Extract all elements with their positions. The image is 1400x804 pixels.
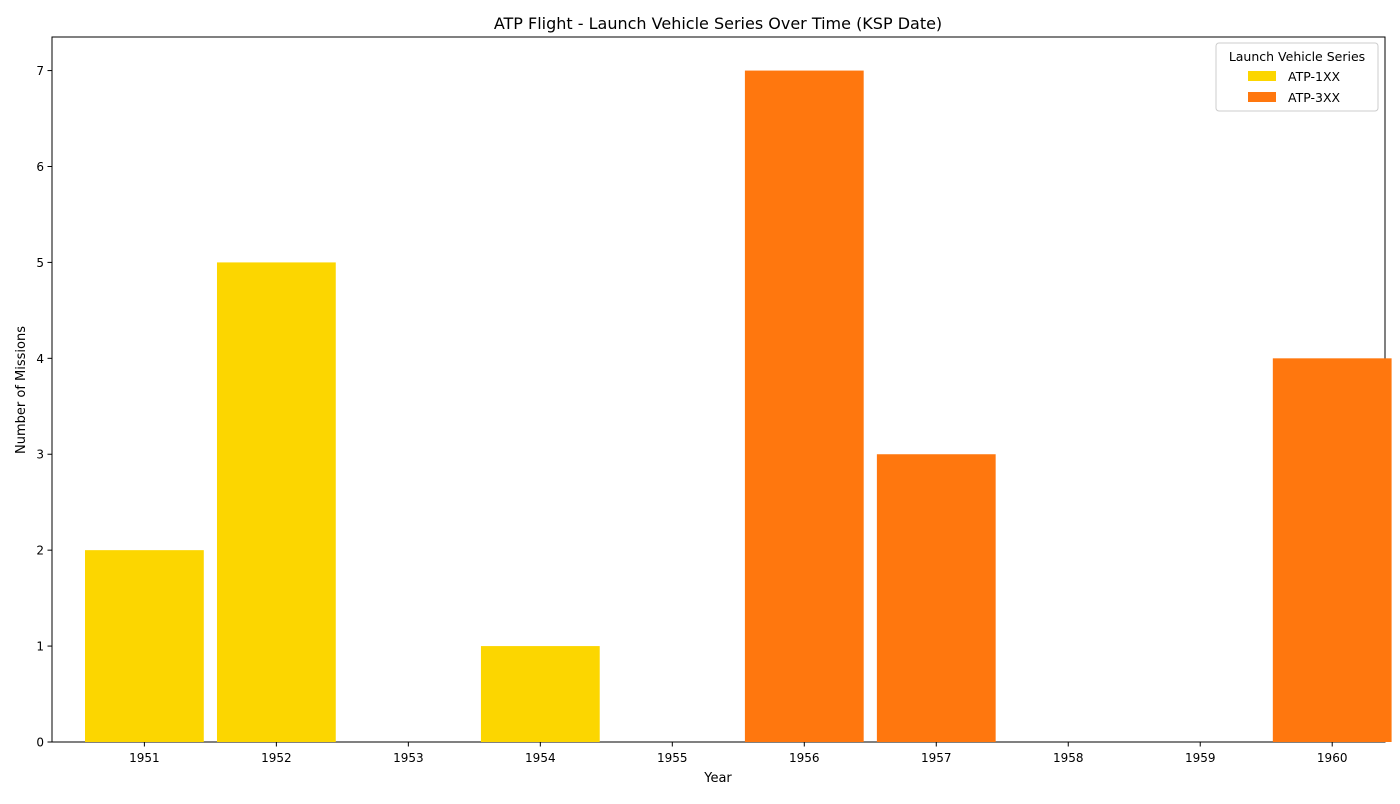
x-tick-label: 1956 xyxy=(789,751,820,765)
y-tick-label: 6 xyxy=(36,160,44,174)
bar-atp-1xx-1951 xyxy=(85,550,204,742)
y-tick-label: 5 xyxy=(36,256,44,270)
y-tick-label: 4 xyxy=(36,352,44,366)
x-tick-label: 1953 xyxy=(393,751,424,765)
x-tick-label: 1958 xyxy=(1053,751,1084,765)
bar-atp-3xx-1960 xyxy=(1272,358,1392,742)
y-tick-label: 0 xyxy=(36,736,44,750)
x-tick-label: 1954 xyxy=(525,751,556,765)
x-tick-label: 1951 xyxy=(129,751,160,765)
bar-atp-3xx-1956 xyxy=(744,70,864,742)
y-axis-label: Number of Missions xyxy=(14,326,29,454)
x-axis-label: Year xyxy=(703,771,732,786)
y-tick-label: 7 xyxy=(36,64,44,78)
x-tick-label: 1952 xyxy=(261,751,292,765)
chart-title: ATP Flight - Launch Vehicle Series Over … xyxy=(494,14,942,33)
bars xyxy=(85,70,1392,742)
legend-label-atp-3xx: ATP-3XX xyxy=(1288,90,1341,105)
y-tick-label: 2 xyxy=(36,544,44,558)
legend-label-atp-1xx: ATP-1XX xyxy=(1288,69,1341,84)
x-tick-label: 1955 xyxy=(657,751,688,765)
bar-atp-3xx-1957 xyxy=(876,454,996,742)
y-tick-label: 1 xyxy=(36,640,44,654)
bar-atp-1xx-1954 xyxy=(480,646,600,742)
x-tick-label: 1959 xyxy=(1185,751,1216,765)
y-tick-label: 3 xyxy=(36,448,44,462)
legend-swatch-atp-3xx xyxy=(1248,92,1276,102)
bar-atp-1xx-1952 xyxy=(216,262,336,742)
legend-title: Launch Vehicle Series xyxy=(1229,49,1365,64)
x-tick-label: 1960 xyxy=(1317,751,1348,765)
x-axis-ticks: 1951 1952 1953 1954 1955 1956 1957 1958 1959 1960 xyxy=(129,742,1347,765)
x-tick-label: 1957 xyxy=(921,751,952,765)
legend: Launch Vehicle Series ATP-1XX ATP-3XX xyxy=(1215,42,1379,112)
y-axis-ticks: 0 1 2 3 4 5 6 7 xyxy=(36,64,52,750)
legend-swatch-atp-1xx xyxy=(1248,71,1276,81)
